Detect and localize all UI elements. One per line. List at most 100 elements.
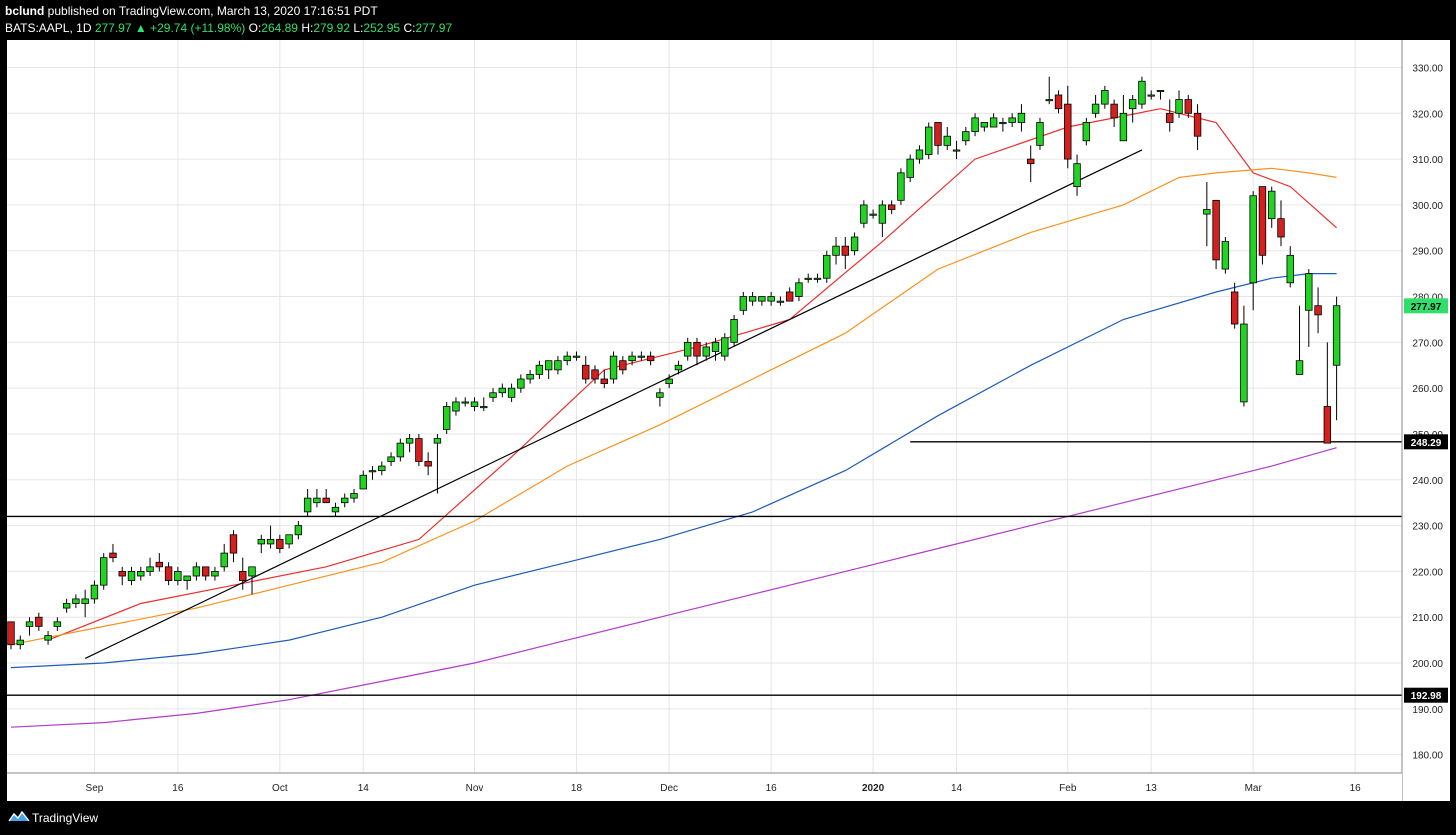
- candle-body: [1036, 122, 1044, 146]
- tradingview-brand[interactable]: TradingView: [32, 811, 99, 825]
- price-badge-label: 248.29: [1411, 438, 1442, 449]
- low-value: 252.95: [363, 21, 401, 35]
- candle-body: [137, 571, 145, 577]
- candle-body: [211, 571, 219, 577]
- candle: [100, 553, 108, 590]
- candle-body: [1156, 89, 1165, 92]
- candle-body: [591, 369, 599, 380]
- candle: [962, 127, 970, 146]
- candle: [322, 488, 330, 504]
- candle: [850, 232, 859, 256]
- candle: [572, 351, 581, 361]
- close-label: C:: [403, 21, 416, 35]
- candle-body: [424, 461, 432, 467]
- candle: [832, 236, 840, 265]
- candle: [1277, 200, 1285, 247]
- candle: [1128, 94, 1137, 123]
- candle: [693, 337, 701, 366]
- candle: [1036, 117, 1044, 150]
- candle: [517, 374, 525, 393]
- candle: [470, 397, 479, 412]
- candle-body: [461, 401, 469, 404]
- candle: [1101, 85, 1109, 109]
- candle: [1295, 305, 1304, 375]
- x-tick-label: 2020: [862, 783, 885, 794]
- candle: [72, 594, 80, 609]
- publish-info: bclund published on TradingView.com, Mar…: [5, 4, 378, 18]
- candle: [1054, 90, 1063, 114]
- candle-body: [127, 571, 136, 581]
- candle: [591, 365, 599, 384]
- candle: [554, 356, 562, 375]
- candle-body: [489, 392, 497, 398]
- trendline: [84, 149, 1143, 660]
- candle: [1305, 269, 1313, 347]
- candle-body: [1008, 117, 1016, 123]
- candle: [1221, 236, 1230, 274]
- candle: [1082, 117, 1091, 146]
- candle: [535, 360, 544, 380]
- moving-average-line-ma200: [10, 447, 1337, 728]
- candle: [1249, 191, 1257, 311]
- candle-body: [906, 158, 914, 178]
- candle: [368, 466, 377, 480]
- y-tick-label: 230.00: [1412, 522, 1443, 533]
- price-badge-box: [1404, 298, 1448, 314]
- candle: [609, 351, 618, 384]
- candle-body: [81, 598, 89, 604]
- price-axis[interactable]: [1402, 40, 1450, 801]
- symbol-label[interactable]: BATS:AAPL, 1D: [5, 21, 92, 35]
- candle-body: [53, 621, 62, 627]
- candle-body: [1119, 112, 1128, 142]
- y-tick-label: 240.00: [1412, 476, 1443, 487]
- candle-body: [266, 538, 275, 545]
- candle: [350, 488, 358, 503]
- candle-body: [878, 204, 887, 224]
- candle-body: [183, 575, 191, 581]
- candle-body: [303, 497, 312, 513]
- candle: [1193, 104, 1202, 150]
- tradingview-logo-icon[interactable]: [8, 810, 30, 824]
- candle: [1091, 94, 1100, 118]
- candle: [387, 452, 395, 467]
- candle: [1027, 145, 1035, 183]
- candle-body: [943, 135, 951, 146]
- candle: [25, 617, 34, 636]
- candle: [748, 291, 757, 306]
- candle: [442, 401, 451, 434]
- x-axis-labels: Sep 16 Oct 14 Nov 18 Dec 16 2020 14 Feb 13 Mar 16: [86, 783, 1362, 794]
- candle-body: [1203, 209, 1211, 215]
- candle: [480, 397, 488, 412]
- time-axis[interactable]: [7, 773, 1402, 801]
- x-tick-label: 14: [951, 783, 963, 794]
- x-tick-label: 18: [571, 783, 583, 794]
- y-tick-label: 270.00: [1412, 338, 1443, 349]
- candle-body: [1082, 122, 1091, 142]
- price-chart[interactable]: 180.00 190.00 200.00 210.00 220.00 230.00 240.…: [7, 40, 1450, 801]
- candle-body: [526, 374, 534, 380]
- y-tick-label: 330.00: [1412, 63, 1443, 74]
- candle: [1073, 154, 1081, 196]
- last-price-value: 277.97: [94, 21, 132, 35]
- x-tick-label: Oct: [272, 783, 288, 794]
- candle: [739, 291, 748, 315]
- candle: [915, 145, 924, 164]
- candle-body: [378, 465, 386, 472]
- candle-body: [1230, 291, 1239, 325]
- candle-body: [1045, 99, 1053, 102]
- candle: [415, 433, 423, 467]
- low-label: L:: [353, 21, 364, 35]
- candle: [303, 488, 312, 517]
- x-tick-label: Dec: [660, 783, 678, 794]
- candle-body: [1110, 103, 1118, 119]
- candle-body: [100, 557, 108, 586]
- candle-body: [480, 406, 488, 409]
- candle-body: [452, 401, 460, 412]
- candle: [1008, 113, 1016, 128]
- x-tick-label: 16: [766, 783, 778, 794]
- price-badges: 248.29 192.98 277.97: [1404, 298, 1448, 703]
- high-label: H:: [301, 21, 314, 35]
- candle: [257, 534, 265, 554]
- author-name[interactable]: bclund: [5, 4, 45, 18]
- candle-body: [934, 122, 942, 146]
